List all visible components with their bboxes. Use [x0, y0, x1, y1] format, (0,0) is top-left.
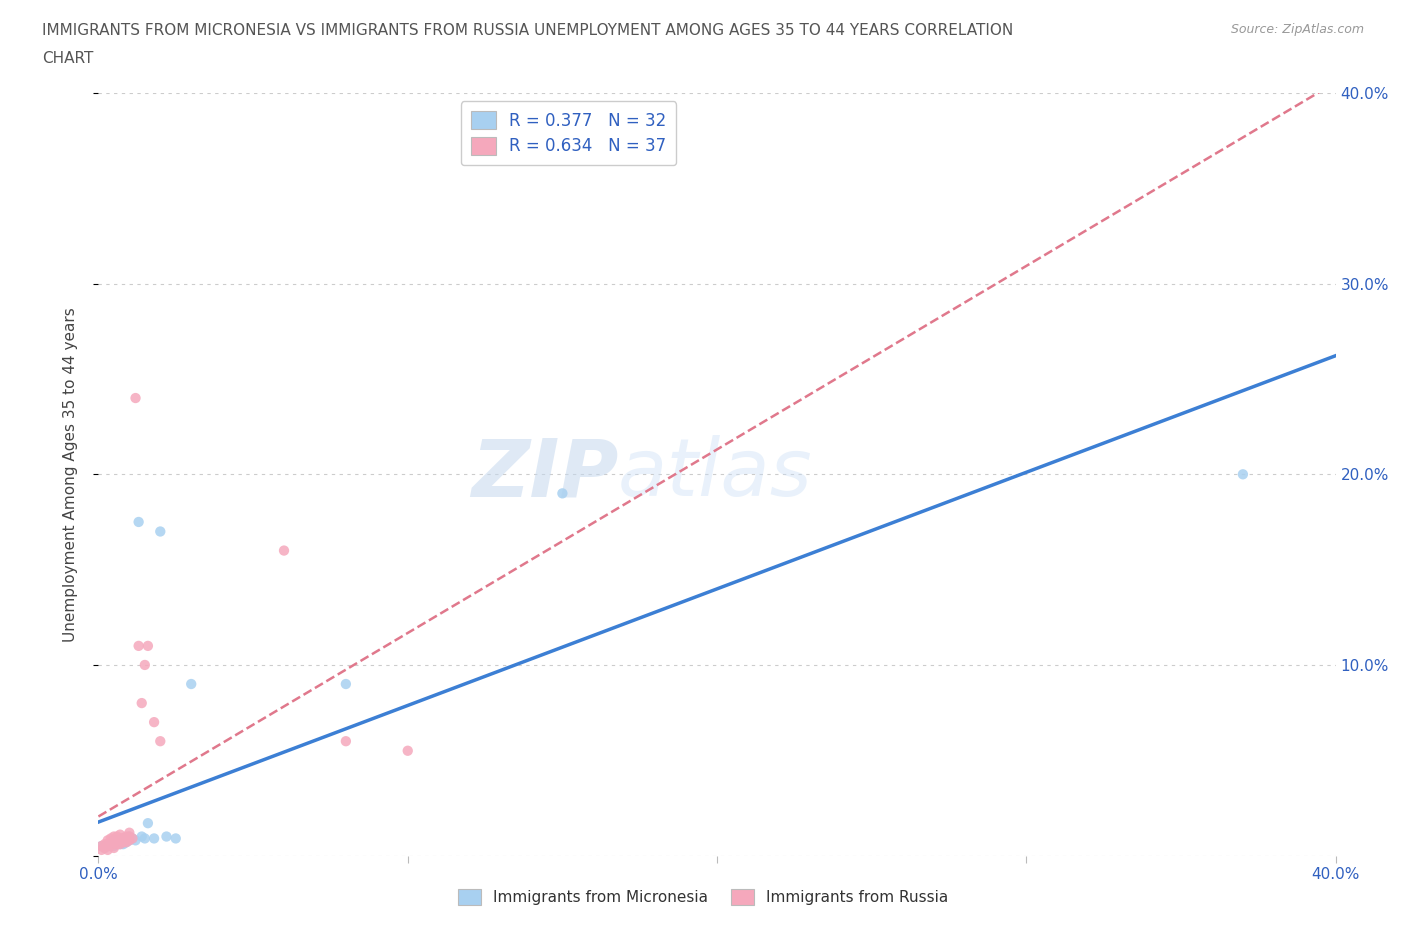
- Point: [108, 831, 131, 846]
- Point: [105, 837, 128, 852]
- Point: [128, 639, 150, 654]
- Point: [115, 835, 138, 850]
- Point: [273, 543, 295, 558]
- Point: [103, 841, 125, 856]
- Point: [93, 837, 115, 852]
- Y-axis label: Unemployment Among Ages 35 to 44 years: Unemployment Among Ages 35 to 44 years: [63, 307, 77, 642]
- Point: [118, 825, 141, 840]
- Point: [90, 839, 112, 854]
- Point: [97, 843, 120, 857]
- Point: [112, 837, 135, 852]
- Point: [100, 835, 122, 850]
- Point: [165, 831, 187, 846]
- Text: Source: ZipAtlas.com: Source: ZipAtlas.com: [1230, 23, 1364, 36]
- Point: [136, 816, 159, 830]
- Point: [335, 677, 357, 692]
- Point: [115, 835, 138, 850]
- Point: [134, 831, 156, 846]
- Point: [124, 391, 146, 405]
- Point: [105, 837, 128, 852]
- Point: [149, 525, 172, 539]
- Text: atlas: atlas: [619, 435, 813, 513]
- Point: [396, 743, 419, 758]
- Legend: Immigrants from Micronesia, Immigrants from Russia: Immigrants from Micronesia, Immigrants f…: [451, 883, 955, 911]
- Text: CHART: CHART: [42, 51, 94, 66]
- Point: [103, 835, 125, 850]
- Point: [115, 830, 138, 844]
- Point: [124, 833, 146, 848]
- Point: [97, 837, 120, 852]
- Point: [97, 839, 120, 854]
- Point: [108, 837, 131, 852]
- Text: IMMIGRANTS FROM MICRONESIA VS IMMIGRANTS FROM RUSSIA UNEMPLOYMENT AMONG AGES 35 : IMMIGRANTS FROM MICRONESIA VS IMMIGRANTS…: [42, 23, 1014, 38]
- Point: [1232, 467, 1254, 482]
- Point: [143, 714, 166, 729]
- Point: [112, 835, 135, 850]
- Point: [136, 639, 159, 654]
- Point: [180, 677, 202, 692]
- Point: [105, 830, 128, 844]
- Point: [118, 833, 141, 848]
- Point: [103, 833, 125, 848]
- Point: [103, 839, 125, 854]
- Point: [93, 841, 115, 856]
- Point: [118, 830, 141, 844]
- Point: [103, 835, 125, 850]
- Point: [112, 831, 135, 846]
- Point: [143, 831, 166, 846]
- Text: ZIP: ZIP: [471, 435, 619, 513]
- Point: [149, 734, 172, 749]
- Point: [108, 827, 131, 842]
- Point: [112, 835, 135, 850]
- Point: [90, 839, 112, 854]
- Point: [118, 833, 141, 848]
- Point: [108, 837, 131, 852]
- Point: [108, 835, 131, 850]
- Point: [134, 658, 156, 672]
- Point: [100, 839, 122, 854]
- Point: [103, 830, 125, 844]
- Point: [115, 831, 138, 846]
- Point: [121, 831, 143, 846]
- Point: [93, 841, 115, 856]
- Point: [97, 833, 120, 848]
- Point: [100, 831, 122, 846]
- Point: [551, 485, 574, 500]
- Point: [100, 837, 122, 852]
- Point: [155, 830, 177, 844]
- Legend: R = 0.377   N = 32, R = 0.634   N = 37: R = 0.377 N = 32, R = 0.634 N = 37: [461, 101, 676, 166]
- Point: [105, 833, 128, 848]
- Point: [112, 831, 135, 846]
- Point: [118, 830, 141, 844]
- Point: [131, 830, 153, 844]
- Point: [128, 514, 150, 529]
- Point: [121, 831, 143, 846]
- Point: [131, 696, 153, 711]
- Point: [105, 833, 128, 848]
- Point: [335, 734, 357, 749]
- Point: [90, 843, 112, 857]
